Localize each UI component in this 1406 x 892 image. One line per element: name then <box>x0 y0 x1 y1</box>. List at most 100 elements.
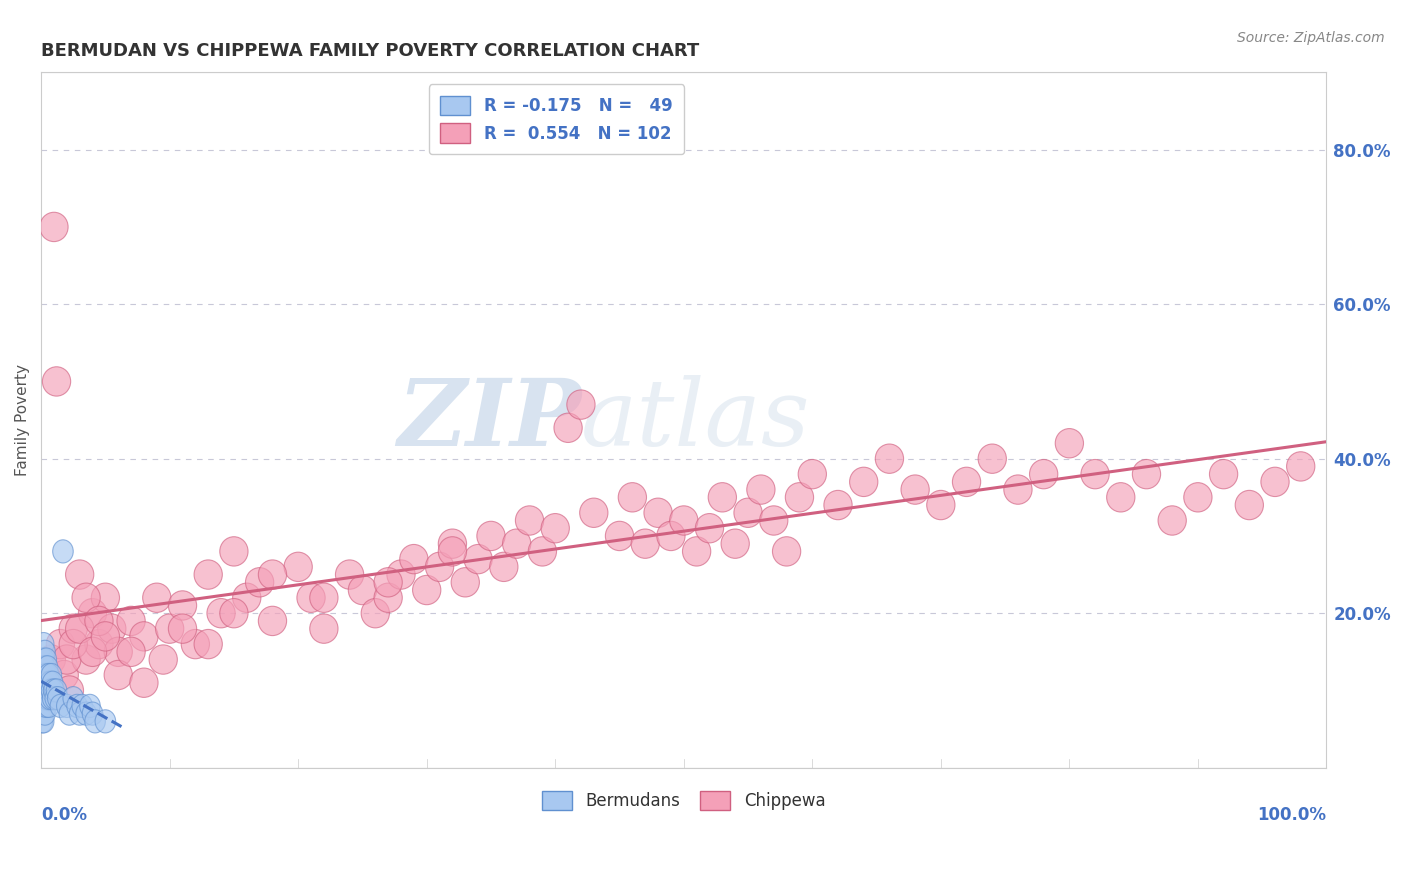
Text: BERMUDAN VS CHIPPEWA FAMILY POVERTY CORRELATION CHART: BERMUDAN VS CHIPPEWA FAMILY POVERTY CORR… <box>41 42 699 60</box>
Ellipse shape <box>207 599 235 628</box>
Ellipse shape <box>477 521 505 550</box>
Y-axis label: Family Poverty: Family Poverty <box>15 364 30 476</box>
Ellipse shape <box>631 529 659 558</box>
Ellipse shape <box>55 676 83 706</box>
Ellipse shape <box>51 694 70 717</box>
Ellipse shape <box>39 212 67 242</box>
Ellipse shape <box>72 583 100 613</box>
Ellipse shape <box>1132 459 1160 489</box>
Ellipse shape <box>34 648 53 671</box>
Ellipse shape <box>79 637 107 666</box>
Ellipse shape <box>426 552 454 582</box>
Ellipse shape <box>349 575 377 605</box>
Ellipse shape <box>82 702 103 725</box>
Ellipse shape <box>37 645 66 674</box>
Ellipse shape <box>96 710 115 733</box>
Text: 0.0%: 0.0% <box>41 806 87 824</box>
Ellipse shape <box>876 444 904 474</box>
Ellipse shape <box>142 583 172 613</box>
Ellipse shape <box>709 483 737 512</box>
Ellipse shape <box>696 514 724 543</box>
Ellipse shape <box>979 444 1007 474</box>
Ellipse shape <box>734 498 762 527</box>
Ellipse shape <box>91 583 120 613</box>
Ellipse shape <box>579 498 607 527</box>
Ellipse shape <box>42 687 63 710</box>
Ellipse shape <box>219 599 247 628</box>
Ellipse shape <box>721 529 749 558</box>
Ellipse shape <box>1159 506 1187 535</box>
Ellipse shape <box>117 607 145 636</box>
Ellipse shape <box>37 664 56 687</box>
Ellipse shape <box>799 459 827 489</box>
Ellipse shape <box>38 664 59 687</box>
Ellipse shape <box>246 567 274 597</box>
Ellipse shape <box>824 491 852 520</box>
Ellipse shape <box>69 702 90 725</box>
Ellipse shape <box>439 537 467 566</box>
Ellipse shape <box>72 645 100 674</box>
Ellipse shape <box>44 679 65 702</box>
Ellipse shape <box>84 607 112 636</box>
Ellipse shape <box>32 648 52 671</box>
Ellipse shape <box>63 687 83 710</box>
Ellipse shape <box>59 614 87 643</box>
Ellipse shape <box>51 660 79 690</box>
Ellipse shape <box>35 702 55 725</box>
Ellipse shape <box>901 475 929 504</box>
Ellipse shape <box>41 679 62 702</box>
Ellipse shape <box>104 660 132 690</box>
Ellipse shape <box>1286 451 1315 481</box>
Ellipse shape <box>46 679 67 702</box>
Ellipse shape <box>34 632 53 656</box>
Ellipse shape <box>1056 428 1084 458</box>
Ellipse shape <box>1004 475 1032 504</box>
Ellipse shape <box>1236 491 1264 520</box>
Ellipse shape <box>129 668 157 698</box>
Ellipse shape <box>37 694 56 717</box>
Ellipse shape <box>297 583 325 613</box>
Ellipse shape <box>399 544 427 574</box>
Ellipse shape <box>682 537 711 566</box>
Ellipse shape <box>80 694 100 717</box>
Ellipse shape <box>72 694 93 717</box>
Ellipse shape <box>46 630 75 659</box>
Ellipse shape <box>91 622 120 651</box>
Ellipse shape <box>181 630 209 659</box>
Ellipse shape <box>554 413 582 442</box>
Ellipse shape <box>67 694 87 717</box>
Ellipse shape <box>1261 467 1289 497</box>
Ellipse shape <box>1209 459 1237 489</box>
Ellipse shape <box>849 467 877 497</box>
Ellipse shape <box>412 575 441 605</box>
Ellipse shape <box>259 560 287 590</box>
Ellipse shape <box>669 506 697 535</box>
Ellipse shape <box>41 664 62 687</box>
Ellipse shape <box>387 560 415 590</box>
Ellipse shape <box>84 630 112 659</box>
Ellipse shape <box>309 614 337 643</box>
Ellipse shape <box>35 640 55 664</box>
Ellipse shape <box>194 630 222 659</box>
Ellipse shape <box>747 475 775 504</box>
Ellipse shape <box>37 679 56 702</box>
Ellipse shape <box>451 567 479 597</box>
Ellipse shape <box>59 702 80 725</box>
Ellipse shape <box>149 645 177 674</box>
Text: ZIP: ZIP <box>396 375 581 465</box>
Ellipse shape <box>37 671 58 694</box>
Ellipse shape <box>48 687 67 710</box>
Ellipse shape <box>52 645 82 674</box>
Ellipse shape <box>129 622 157 651</box>
Ellipse shape <box>219 537 247 566</box>
Ellipse shape <box>1184 483 1212 512</box>
Ellipse shape <box>97 614 127 643</box>
Ellipse shape <box>541 514 569 543</box>
Ellipse shape <box>644 498 672 527</box>
Ellipse shape <box>529 537 557 566</box>
Legend: Bermudans, Chippewa: Bermudans, Chippewa <box>534 782 834 819</box>
Ellipse shape <box>786 483 814 512</box>
Ellipse shape <box>259 607 287 636</box>
Ellipse shape <box>35 656 55 679</box>
Text: 100.0%: 100.0% <box>1257 806 1326 824</box>
